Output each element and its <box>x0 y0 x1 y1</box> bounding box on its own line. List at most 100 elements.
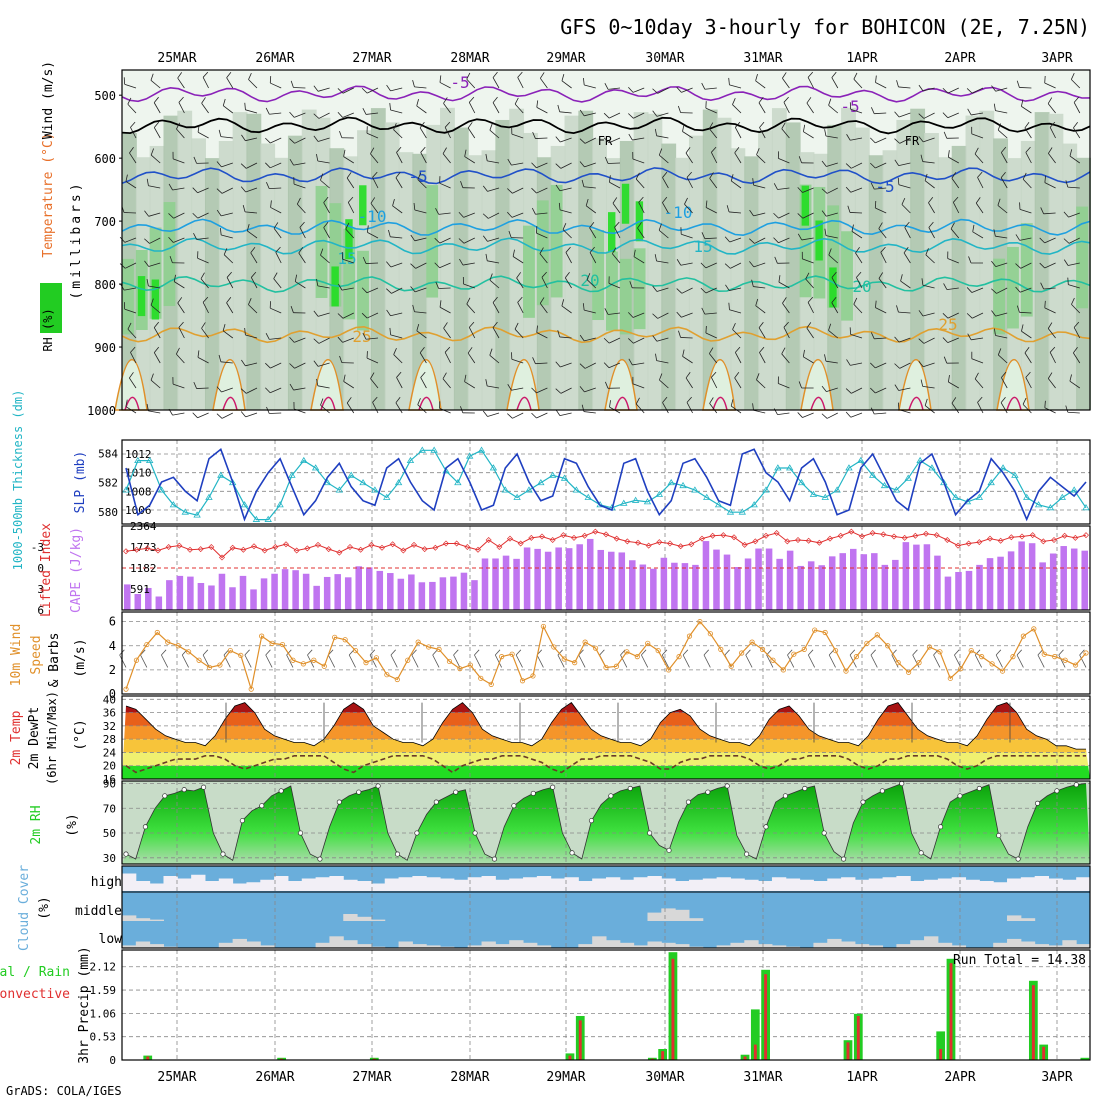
rh-shade <box>993 258 1006 335</box>
wind-barb <box>851 387 863 394</box>
wind-speed-marker <box>1072 662 1079 668</box>
cape-bar <box>218 573 226 610</box>
wind-barb <box>366 312 379 319</box>
date-label-top: 2APR <box>944 51 975 66</box>
wind-speed-marker <box>269 640 275 646</box>
wind-barb-feather <box>756 373 760 380</box>
wind-barb <box>878 278 887 289</box>
wind-barb-feather <box>201 97 206 104</box>
wind-barb-feather <box>599 649 605 656</box>
wind-barb <box>270 387 282 394</box>
wind-barb-feather <box>468 321 475 328</box>
wind-barb-feather <box>782 297 787 304</box>
cape-bar <box>365 567 373 610</box>
wind-barb <box>439 262 451 269</box>
wind-barb <box>269 337 282 340</box>
li-marker <box>965 540 972 547</box>
wind-barb-feather <box>924 398 928 406</box>
pressure-tick: 500 <box>94 89 116 103</box>
wind-speed-marker <box>770 657 776 663</box>
rh-shade <box>661 143 677 410</box>
wind-barb-feather <box>320 248 324 256</box>
wind-barb-feather <box>439 75 442 83</box>
date-label-top: 25MAR <box>157 51 196 66</box>
cloud-high-clear <box>827 878 842 891</box>
wind-barb <box>734 352 742 364</box>
wind-barb-feather <box>489 348 493 356</box>
cloud-high-clear <box>979 881 994 891</box>
label-cloud-high: high <box>91 875 122 890</box>
wind-speed-marker <box>175 643 181 649</box>
wind-barb-feather <box>512 249 515 257</box>
wind-barb-feather <box>298 247 304 254</box>
wind-barb-feather <box>1071 297 1075 305</box>
cape-bar <box>1060 546 1067 610</box>
wind-barb <box>1069 380 1081 389</box>
wind-barb <box>560 137 572 143</box>
wind-barb <box>320 404 330 414</box>
wind-barb <box>365 262 379 264</box>
temp-tick: 20 <box>103 760 116 773</box>
rh-marker <box>705 789 711 795</box>
cloud-low-bar <box>1034 944 1050 948</box>
wind-barb-feather <box>658 148 663 156</box>
wind-barb <box>584 309 596 314</box>
wind-barb-feather <box>900 274 903 282</box>
wind-barb <box>584 337 596 342</box>
temp-line <box>125 702 1086 750</box>
wind-barb-feather <box>146 279 149 287</box>
wind-barb <box>704 312 717 315</box>
rh-shade <box>177 110 193 410</box>
top-date-axis: 25MAR 26MAR 27MAR 28MAR 29MAR 30MAR 31MAR 1APR 2… <box>157 51 1072 66</box>
wind-barb-feather <box>313 360 319 367</box>
rh-marker <box>433 799 439 805</box>
wind-speed-marker <box>937 649 943 655</box>
wind-speed-marker <box>196 657 202 663</box>
cape-bar <box>944 576 952 610</box>
wind-barb-feather <box>1063 259 1069 266</box>
isotherm-label: 20 <box>852 277 871 296</box>
wind-barb <box>559 187 572 192</box>
wind-barb <box>245 412 258 418</box>
cape-bar <box>997 556 1004 610</box>
wind-barb <box>826 387 838 392</box>
wind-barb-feather <box>735 121 741 128</box>
cloud-low-bar <box>785 946 801 948</box>
wind-barb <box>1020 262 1032 269</box>
wind-barb-feather <box>845 411 852 418</box>
wind-barb <box>783 102 790 114</box>
wind-barb <box>129 152 137 164</box>
cloud-high-clear <box>661 878 676 891</box>
rh-shade <box>370 108 386 411</box>
thickness-marker <box>335 486 344 493</box>
cloud-high-clear <box>149 883 164 891</box>
rh-marker <box>782 793 788 799</box>
wind-barb <box>246 387 258 394</box>
wind-barb-feather <box>561 299 565 307</box>
wind-barb-feather <box>728 302 730 310</box>
thickness-marker <box>359 478 367 486</box>
wind-barb <box>150 379 161 389</box>
cape-bar <box>629 560 636 610</box>
wind-speed-marker <box>812 627 818 633</box>
li-marker <box>688 541 695 548</box>
wind-barb <box>443 328 451 339</box>
wind-barb-feather <box>676 259 682 266</box>
wind-barb <box>584 84 596 89</box>
wind-barb <box>270 362 282 369</box>
thickness-marker <box>205 493 213 500</box>
wind-barb <box>119 654 127 668</box>
rh-marker <box>317 856 323 862</box>
temp-tick: 16 <box>103 773 116 786</box>
wind-barb <box>972 231 984 239</box>
wind-barb-feather <box>993 103 996 111</box>
wind-barb <box>1068 237 1080 244</box>
wind-barb <box>826 162 838 167</box>
wind-barb <box>432 654 440 668</box>
isotherm-label: 25 <box>352 327 371 346</box>
label-rh2m: 2m RH <box>29 805 44 844</box>
wind-barb-feather <box>226 71 232 78</box>
wind-barb-feather <box>1001 371 1007 378</box>
wind-barb-feather <box>1070 72 1075 80</box>
wind-barb <box>807 77 814 89</box>
